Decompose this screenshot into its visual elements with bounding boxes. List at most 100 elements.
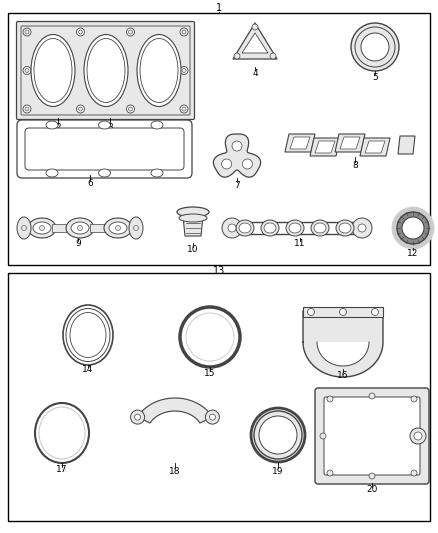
- Text: 18: 18: [169, 466, 181, 475]
- Ellipse shape: [289, 223, 301, 233]
- Ellipse shape: [314, 223, 326, 233]
- Text: 9: 9: [75, 239, 81, 248]
- Ellipse shape: [35, 403, 89, 463]
- Circle shape: [252, 24, 258, 30]
- Ellipse shape: [151, 169, 163, 177]
- FancyBboxPatch shape: [21, 26, 190, 115]
- Ellipse shape: [239, 223, 251, 233]
- Polygon shape: [138, 398, 212, 423]
- Ellipse shape: [261, 220, 279, 236]
- Text: 6: 6: [87, 180, 93, 189]
- Circle shape: [186, 313, 234, 361]
- Bar: [90, 224, 110, 232]
- Polygon shape: [335, 134, 365, 152]
- Circle shape: [414, 432, 422, 440]
- Circle shape: [358, 224, 366, 232]
- Polygon shape: [242, 33, 268, 53]
- Circle shape: [23, 105, 31, 113]
- Circle shape: [78, 225, 82, 230]
- Circle shape: [232, 141, 242, 151]
- Ellipse shape: [236, 220, 254, 236]
- FancyBboxPatch shape: [324, 397, 420, 475]
- Text: 10: 10: [187, 246, 199, 254]
- Ellipse shape: [84, 35, 128, 107]
- Circle shape: [402, 217, 424, 239]
- Circle shape: [182, 107, 186, 111]
- Circle shape: [134, 225, 138, 230]
- Circle shape: [228, 224, 236, 232]
- Ellipse shape: [137, 35, 181, 107]
- Ellipse shape: [99, 121, 110, 129]
- Polygon shape: [290, 137, 310, 149]
- Polygon shape: [315, 141, 335, 153]
- Ellipse shape: [179, 214, 207, 222]
- Circle shape: [180, 105, 188, 113]
- Polygon shape: [183, 216, 203, 236]
- Ellipse shape: [104, 218, 132, 238]
- Circle shape: [128, 107, 133, 111]
- Text: 11: 11: [294, 239, 306, 248]
- Text: 13: 13: [213, 266, 225, 276]
- Circle shape: [21, 225, 27, 230]
- Polygon shape: [398, 136, 415, 154]
- Circle shape: [410, 428, 426, 444]
- Ellipse shape: [336, 220, 354, 236]
- Ellipse shape: [31, 35, 75, 107]
- Bar: [303, 307, 383, 317]
- Circle shape: [25, 69, 29, 72]
- Ellipse shape: [46, 121, 58, 129]
- Ellipse shape: [259, 416, 297, 454]
- Circle shape: [23, 28, 31, 36]
- Circle shape: [242, 159, 252, 169]
- FancyBboxPatch shape: [17, 120, 192, 178]
- Circle shape: [411, 470, 417, 476]
- Ellipse shape: [70, 312, 106, 358]
- Circle shape: [339, 309, 346, 316]
- Circle shape: [134, 414, 141, 420]
- Ellipse shape: [99, 169, 110, 177]
- Circle shape: [180, 67, 188, 75]
- Circle shape: [327, 470, 333, 476]
- Text: 12: 12: [407, 248, 419, 257]
- Circle shape: [127, 105, 134, 113]
- Polygon shape: [317, 342, 369, 366]
- Ellipse shape: [46, 169, 58, 177]
- FancyBboxPatch shape: [25, 128, 184, 170]
- Text: 16: 16: [337, 370, 349, 379]
- Circle shape: [180, 28, 188, 36]
- Text: 3: 3: [107, 123, 113, 132]
- Ellipse shape: [34, 38, 72, 102]
- Circle shape: [39, 225, 45, 230]
- Text: 7: 7: [234, 181, 240, 190]
- Ellipse shape: [286, 220, 304, 236]
- Ellipse shape: [264, 223, 276, 233]
- Circle shape: [78, 107, 82, 111]
- Ellipse shape: [151, 121, 163, 129]
- Circle shape: [23, 67, 31, 75]
- Circle shape: [355, 27, 395, 67]
- Ellipse shape: [254, 411, 302, 459]
- Ellipse shape: [63, 305, 113, 365]
- Circle shape: [131, 410, 145, 424]
- Circle shape: [77, 28, 85, 36]
- Text: 17: 17: [56, 465, 68, 474]
- Circle shape: [127, 28, 134, 36]
- Bar: [52, 224, 72, 232]
- Bar: [8, 273, 430, 521]
- Circle shape: [369, 393, 375, 399]
- Circle shape: [361, 33, 389, 61]
- Text: 20: 20: [366, 486, 378, 495]
- Ellipse shape: [66, 218, 94, 238]
- Ellipse shape: [33, 222, 51, 234]
- Ellipse shape: [251, 408, 305, 462]
- Text: 4: 4: [252, 69, 258, 77]
- Circle shape: [222, 159, 232, 169]
- Circle shape: [371, 309, 378, 316]
- Ellipse shape: [129, 217, 143, 239]
- Polygon shape: [233, 23, 277, 59]
- Text: 19: 19: [272, 466, 284, 475]
- Circle shape: [182, 69, 186, 72]
- Bar: [8, 13, 430, 265]
- Circle shape: [25, 30, 29, 34]
- Circle shape: [209, 414, 215, 420]
